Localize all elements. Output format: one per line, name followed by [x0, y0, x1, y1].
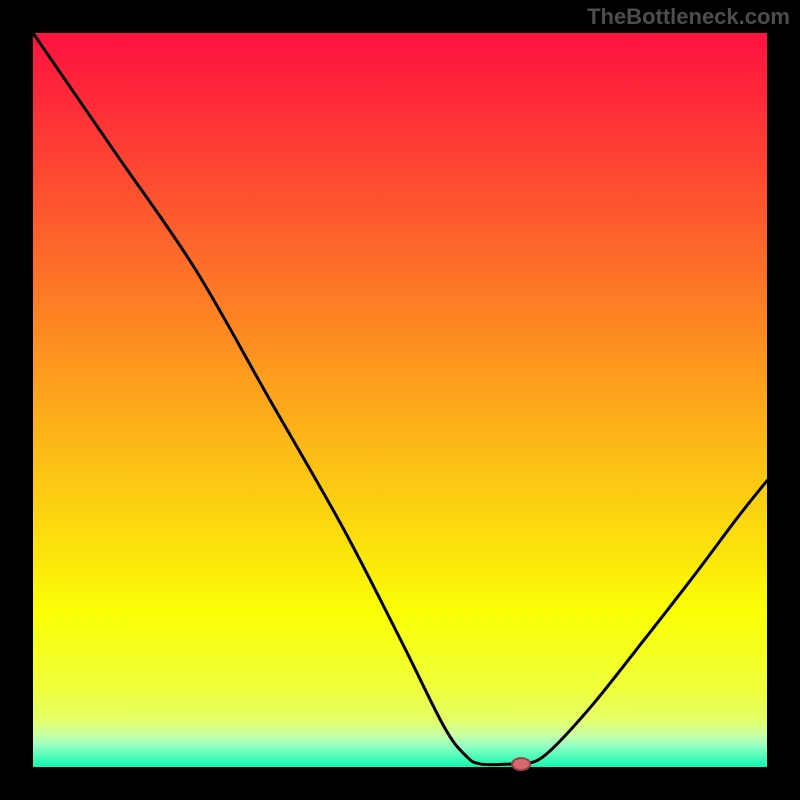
plot-background	[33, 33, 767, 767]
watermark-text: TheBottleneck.com	[587, 4, 790, 30]
bottleneck-chart	[0, 0, 800, 800]
chart-frame: TheBottleneck.com	[0, 0, 800, 800]
optimum-marker	[512, 758, 530, 770]
